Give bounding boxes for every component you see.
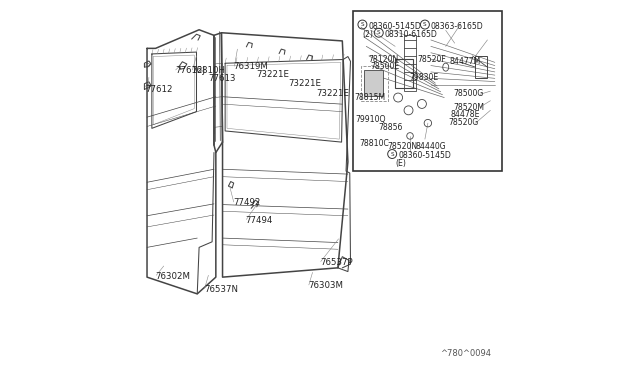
Text: 77612: 77612 — [145, 85, 173, 94]
Text: 73221E: 73221E — [289, 79, 321, 88]
Text: 08363-6165D: 08363-6165D — [431, 22, 484, 31]
Text: 08310-6165D: 08310-6165D — [385, 30, 438, 39]
Text: 78520M: 78520M — [453, 103, 484, 112]
Text: 76537N: 76537N — [204, 285, 238, 294]
Bar — [476, 56, 488, 78]
Text: 76303M: 76303M — [308, 281, 343, 290]
Text: S: S — [360, 22, 364, 27]
Bar — [404, 35, 416, 91]
Text: 78520F: 78520F — [417, 55, 446, 64]
Text: S: S — [423, 22, 427, 27]
Text: (2): (2) — [362, 30, 373, 39]
Text: 84477M: 84477M — [449, 57, 481, 65]
Bar — [361, 65, 388, 101]
Text: 08360-5145D: 08360-5145D — [369, 22, 421, 31]
Text: 76810H: 76810H — [191, 66, 226, 75]
Text: 77492: 77492 — [234, 198, 261, 207]
Text: ^780^0094: ^780^0094 — [440, 349, 491, 358]
Text: 76537P: 76537P — [320, 258, 353, 267]
Bar — [364, 70, 383, 96]
Text: 78500E: 78500E — [371, 62, 400, 71]
Text: 79910Q: 79910Q — [355, 115, 385, 124]
Text: 77494: 77494 — [246, 216, 273, 225]
Text: 73221E: 73221E — [316, 89, 349, 97]
Text: 78500G: 78500G — [453, 89, 483, 98]
Text: 73221E: 73221E — [257, 70, 290, 79]
Text: 84440G: 84440G — [416, 142, 447, 151]
Text: 77613: 77613 — [209, 74, 236, 83]
Text: 84478E: 84478E — [451, 110, 481, 119]
Text: S: S — [377, 30, 381, 35]
Text: 77612J: 77612J — [175, 66, 205, 75]
Text: (E): (E) — [395, 159, 406, 168]
Text: 76302M: 76302M — [156, 272, 191, 280]
Text: 78856: 78856 — [379, 123, 403, 132]
Text: 76319M: 76319M — [234, 62, 269, 71]
Text: 78520N: 78520N — [387, 142, 417, 151]
Bar — [353, 11, 502, 171]
Text: 78815M: 78815M — [355, 93, 386, 102]
Text: 78120N: 78120N — [369, 55, 399, 64]
Text: 78810C: 78810C — [359, 139, 389, 148]
Text: S: S — [390, 151, 394, 157]
Text: 08360-5145D: 08360-5145D — [398, 151, 451, 160]
Text: 78520G: 78520G — [449, 118, 479, 126]
Bar — [395, 59, 413, 88]
Text: 79830E: 79830E — [410, 73, 438, 82]
